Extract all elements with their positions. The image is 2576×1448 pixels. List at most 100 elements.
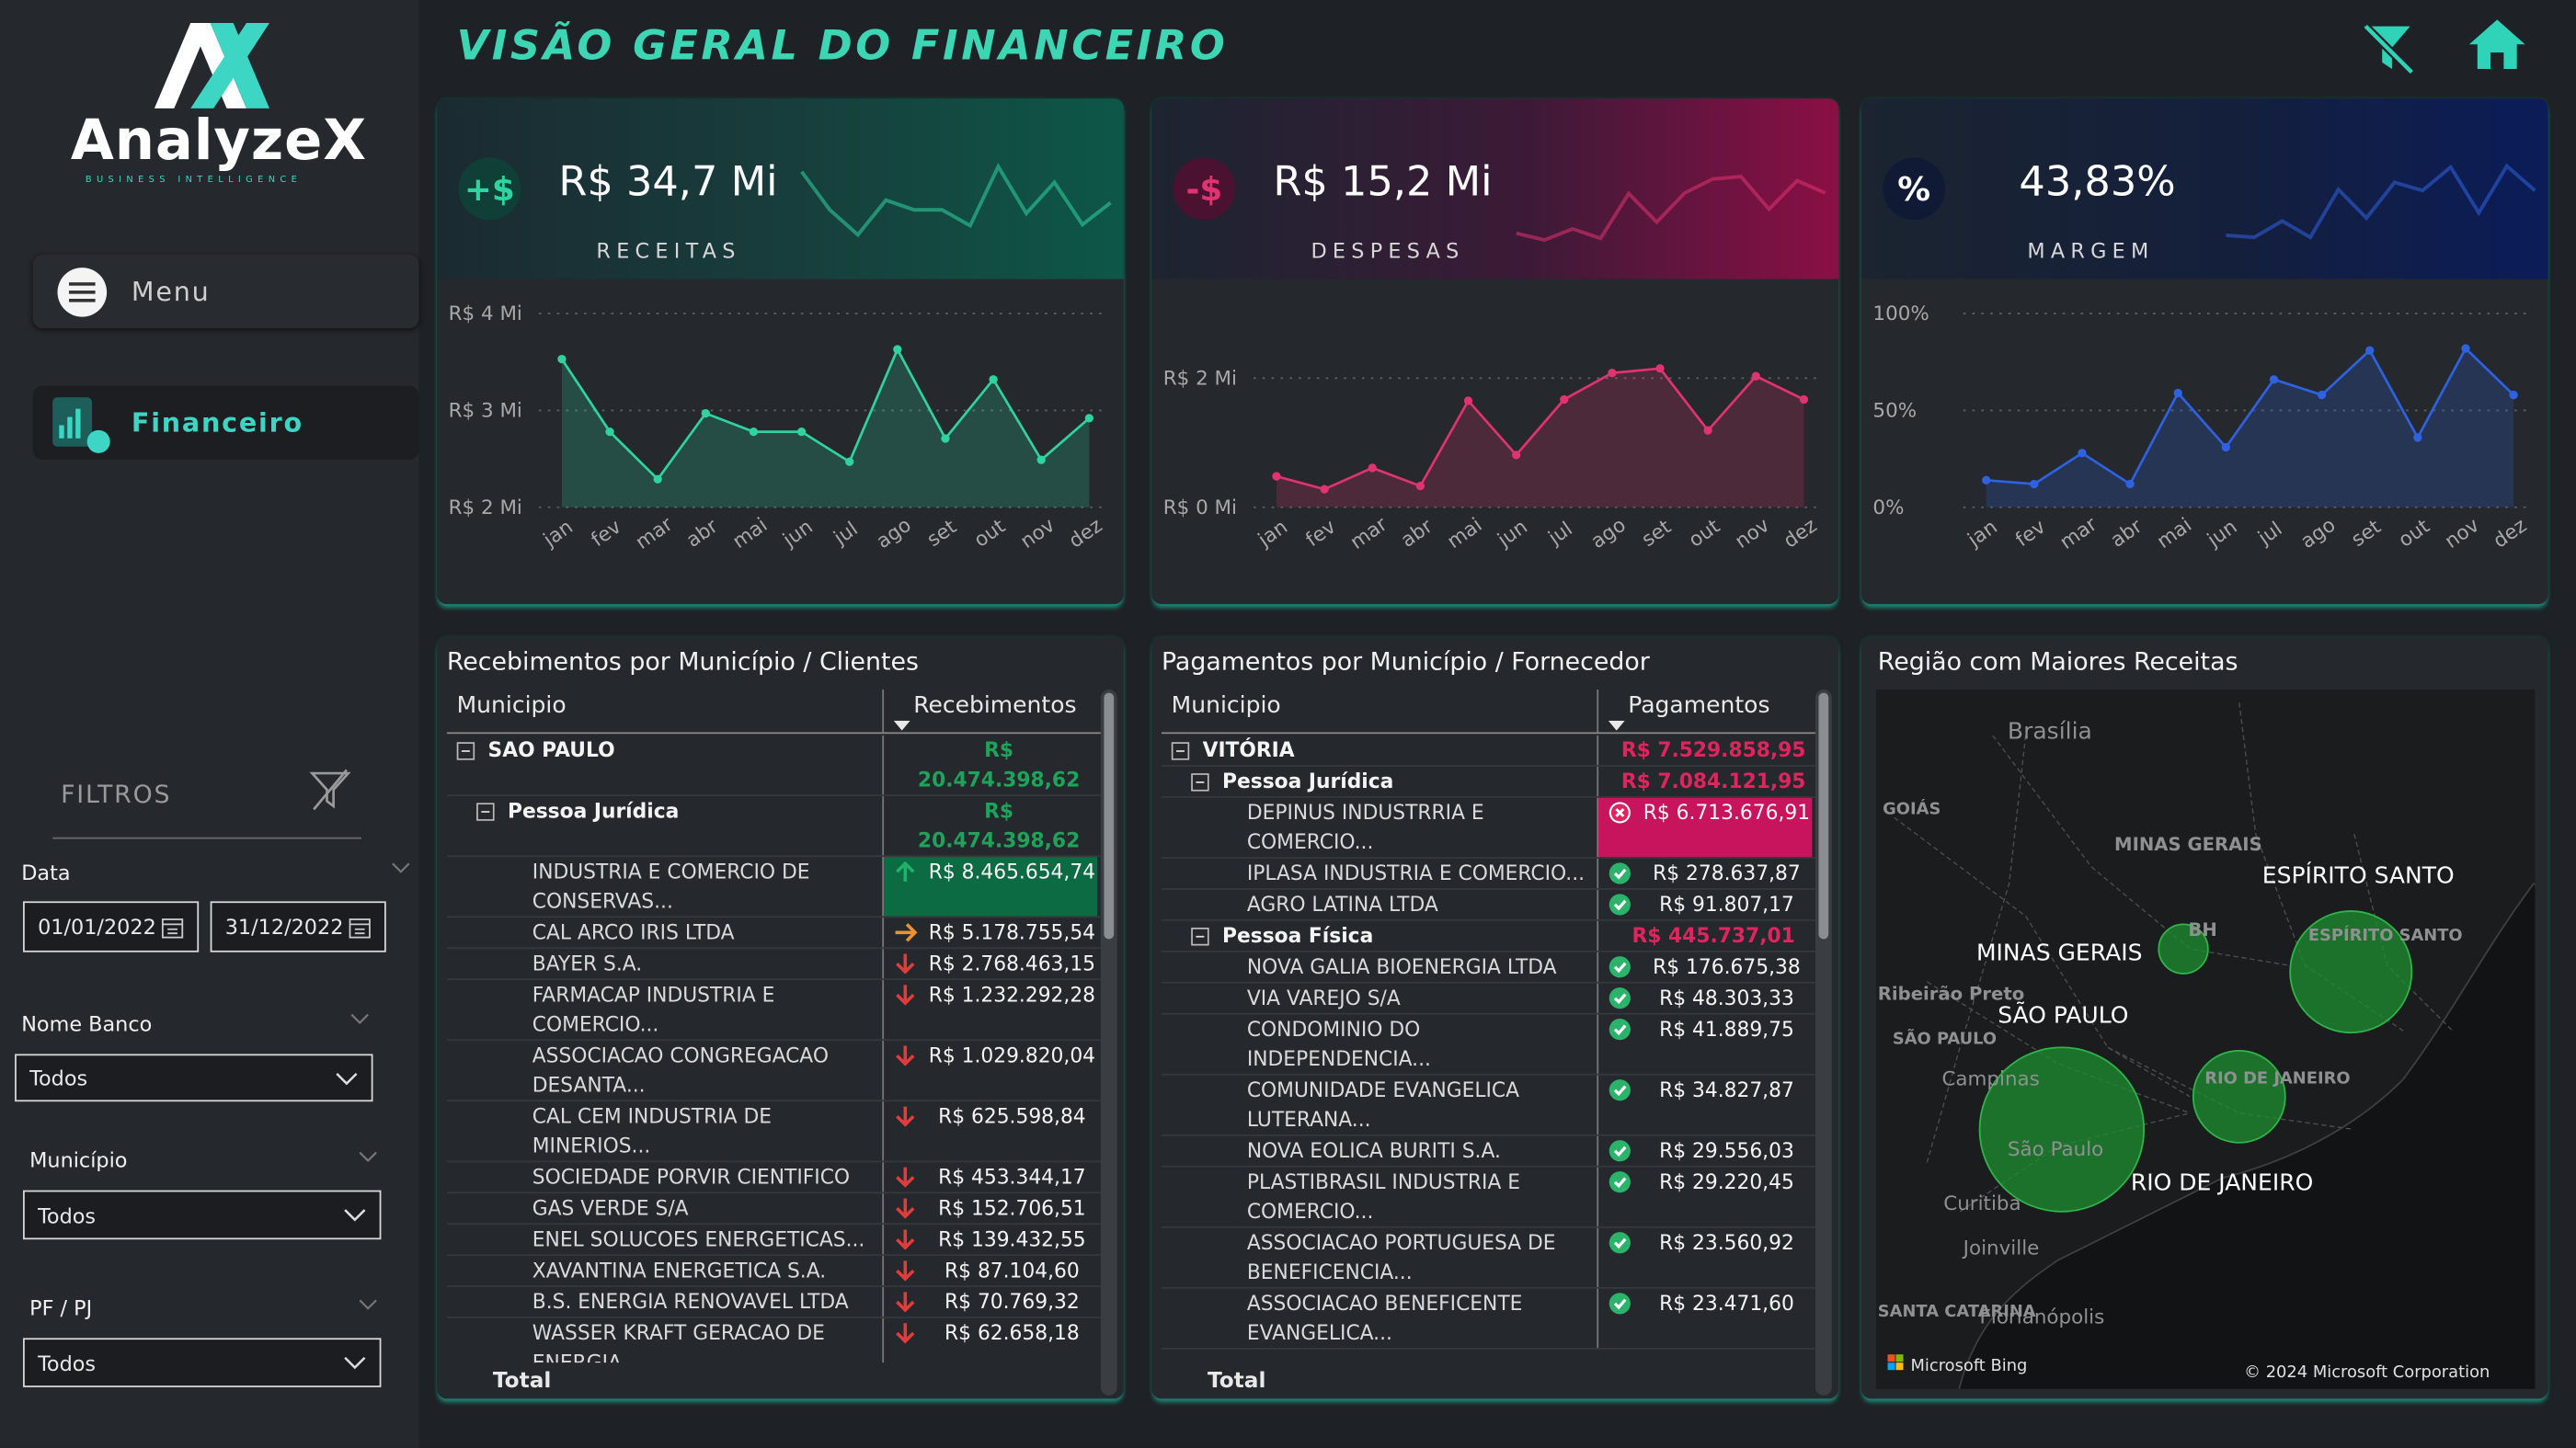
city-dropdown[interactable]: Todos: [23, 1190, 382, 1240]
scrollbar[interactable]: [1100, 689, 1117, 1396]
status-icon: [896, 1292, 915, 1313]
logo-text: AnalyzeX: [70, 108, 367, 175]
table-row: B.S. ENERGIA RENOVAVEL LTDA R$ 70.769,32: [446, 1286, 1101, 1318]
x-tick-label: fev: [2011, 515, 2050, 552]
value-cell: R$ 20.474.398,62: [882, 796, 1097, 856]
name-cell: IPLASA INDUSTRIA E COMERCIO...: [1162, 859, 1597, 888]
kpi-card: +$ R$ 34,7 Mi RECEITAS R$ 2 Mi R$ 3 Mi R$ 4 M…: [437, 98, 1124, 605]
table-row: BAYER S.A. R$ 2.768.463,15: [446, 949, 1101, 981]
row-value: R$ 1.232.292,28: [928, 983, 1096, 1007]
x-tick-label: abr: [682, 515, 723, 553]
value-cell: R$ 70.769,32: [882, 1286, 1097, 1317]
icon-shape: [1609, 894, 1631, 916]
row-name: ASSOCIACAO BENEFICENTE EVANGELICA...: [1246, 1292, 1523, 1345]
x-tick-label: abr: [2107, 515, 2147, 553]
point: [1272, 472, 1281, 481]
date-start[interactable]: 01/01/2022: [23, 901, 200, 952]
name-cell: CONDOMINIO DO INDEPENDENCIA...: [1162, 1015, 1597, 1074]
name-cell: SAO PAULO: [447, 735, 882, 794]
map-callout: RIO DE JANEIRO: [2131, 1169, 2313, 1196]
status-icon: [896, 1229, 915, 1250]
row-value: R$ 41.889,75: [1659, 1018, 1794, 1042]
icon-shape: [1615, 807, 1625, 817]
value-cell: R$ 2.768.463,15: [882, 949, 1097, 979]
x-tick-label: mai: [728, 514, 772, 553]
x-tick-label: ago: [1587, 514, 1631, 553]
menu-button[interactable]: Menu: [32, 254, 419, 329]
filter-clear-icon[interactable]: [305, 765, 355, 815]
date-end[interactable]: 31/12/2022: [210, 901, 386, 952]
x-tick-label: jun: [1493, 516, 1531, 553]
filter-label: PF / PJ: [29, 1294, 93, 1320]
region-bubble: [2192, 1049, 2286, 1144]
area: [1276, 368, 1804, 507]
row-value: R$ 20.474.398,62: [917, 799, 1081, 852]
value-cell: R$ 48.303,33: [1597, 983, 1812, 1013]
bank-dropdown[interactable]: Todos: [15, 1054, 373, 1102]
sort-indicator: [1608, 720, 1625, 731]
icon-shape: [1613, 962, 1627, 974]
collapse-toggle[interactable]: [1191, 773, 1209, 792]
map-callout: ESPÍRITO SANTO: [2262, 862, 2455, 889]
point: [1415, 481, 1425, 491]
collapse-toggle[interactable]: [476, 803, 495, 821]
table-card: Pagamentos por Município / Fornecedor Mun…: [1151, 636, 1838, 1399]
collapse-toggle[interactable]: [456, 742, 475, 760]
map-label: GOIÁS: [1883, 799, 1941, 819]
name-cell: INDUSTRIA E COMERCIO DE CONSERVAS...: [447, 857, 882, 916]
kpi-card: -$ R$ 15,2 Mi DESPESAS R$ 0 Mi R$ 2 Mi jan fev…: [1151, 98, 1838, 605]
point: [1463, 396, 1473, 405]
row-value: R$ 48.303,33: [1659, 986, 1794, 1010]
region-bubble: [2158, 923, 2209, 975]
collapse-toggle[interactable]: [1191, 927, 1209, 946]
menu-label: Menu: [131, 275, 211, 307]
map-label: MINAS GERAIS: [2114, 834, 2262, 855]
kpi-icon-bg: [1173, 157, 1236, 221]
x-tick-label: nov: [1731, 514, 1774, 553]
icon-shape: [895, 923, 918, 942]
icon-shape: [896, 985, 915, 1006]
line-chart: % 43,83% MARGEM 0% 50% 100% jan fev mar abr mai jun…: [1872, 157, 2536, 554]
line: [1986, 346, 2515, 486]
name-cell: FARMACAP INDUSTRIA E COMERCIO...: [447, 980, 882, 1039]
point: [749, 427, 759, 437]
y-tick-label: 50%: [1872, 400, 1917, 423]
point: [1084, 414, 1093, 423]
bing-logo: [1887, 1354, 1895, 1362]
page-button[interactable]: Financeiro: [32, 385, 419, 460]
x-tick-label: jan: [539, 516, 578, 553]
dropdown-value: Todos: [38, 1350, 97, 1375]
map-label: Brasília: [2008, 718, 2092, 745]
map-label: Florianópolis: [1980, 1305, 2105, 1328]
sort-arrow: [893, 720, 910, 731]
date-start-text: 01/01/2022: [38, 914, 156, 940]
kpi-label: MARGEM: [2027, 239, 2154, 263]
row-value: R$ 7.529.858,95: [1620, 738, 1806, 762]
sparkline: [800, 163, 1112, 238]
point: [2365, 346, 2375, 355]
value-cell: R$ 23.471,60: [1597, 1288, 1812, 1349]
point: [2413, 433, 2422, 442]
point: [1368, 463, 1377, 473]
collapse-toggle[interactable]: [1171, 742, 1190, 760]
home-button[interactable]: [2467, 17, 2526, 73]
clear-filters-button[interactable]: [2359, 19, 2418, 75]
status-icon: [1609, 894, 1631, 916]
x-tick-label: mai: [2153, 514, 2196, 553]
x-tick-label: mar: [2056, 513, 2102, 554]
row-value: R$ 62.658,18: [945, 1321, 1080, 1345]
name-cell: CAL CEM INDUSTRIA DE MINERIOS...: [447, 1101, 882, 1160]
map-label: BH: [2188, 919, 2216, 941]
row-name: ASSOCIACAO PORTUGUESA DE BENEFICENCIA...: [1246, 1231, 1556, 1284]
table-row: COMUNIDADE EVANGELICA LUTERANA... R$ 34.8…: [1161, 1075, 1815, 1136]
scrollbar[interactable]: [1815, 689, 1832, 1396]
point: [1655, 364, 1665, 373]
x-tick-label: nov: [1016, 514, 1059, 553]
kpi-icon: %: [1897, 171, 1930, 209]
value-cell: R$ 5.178.755,54: [882, 918, 1097, 948]
name-cell: Pessoa Física: [1162, 921, 1597, 951]
person-dropdown[interactable]: Todos: [23, 1338, 382, 1387]
sparkline: [2226, 163, 2536, 240]
point: [1982, 475, 1991, 485]
x-tick-label: set: [2347, 516, 2385, 552]
